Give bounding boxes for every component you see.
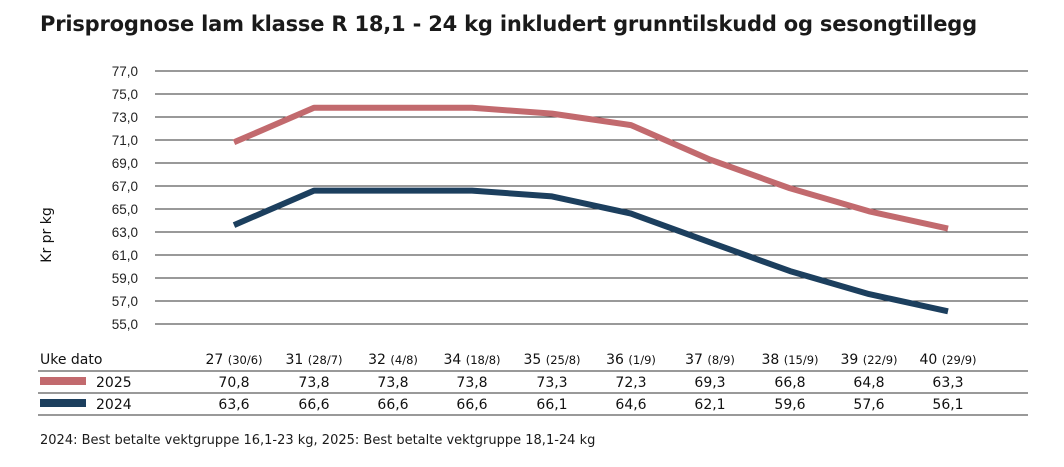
data-label: 63,3 xyxy=(932,375,963,391)
series-line-2024 xyxy=(232,187,949,315)
data-label: 73,8 xyxy=(456,375,487,391)
data-label: 66,6 xyxy=(298,397,329,413)
series-line-2025 xyxy=(232,104,949,232)
x-tick-label: 34 (18/8) xyxy=(443,352,500,368)
data-label: 70,8 xyxy=(218,375,249,391)
legend-label-2025: 2025 xyxy=(96,375,132,391)
x-tick-label: 35 (25/8) xyxy=(523,352,580,368)
y-tick-label: 77,0 xyxy=(112,64,138,79)
y-tick-label: 57,0 xyxy=(112,294,138,309)
x-tick-label: 39 (22/9) xyxy=(840,352,897,368)
y-tick-label: 61,0 xyxy=(112,248,138,263)
data-label: 57,6 xyxy=(853,397,884,413)
data-label: 62,1 xyxy=(694,397,725,413)
series-lines xyxy=(232,104,949,315)
y-tick-label: 63,0 xyxy=(112,225,138,240)
x-tick-label: 40 (29/9) xyxy=(919,352,976,368)
data-label: 66,8 xyxy=(774,375,805,391)
y-tick-label: 67,0 xyxy=(112,179,138,194)
y-tick-label: 71,0 xyxy=(112,133,138,148)
gridlines xyxy=(155,70,1028,325)
data-label: 73,8 xyxy=(298,375,329,391)
data-label: 66,6 xyxy=(456,397,487,413)
x-tick-label: 38 (15/9) xyxy=(761,352,818,368)
x-tick-label: 37 (8/9) xyxy=(685,352,735,368)
y-tick-label: 65,0 xyxy=(112,202,138,217)
x-tick-label: 36 (1/9) xyxy=(606,352,656,368)
data-label: 72,3 xyxy=(615,375,646,391)
table-header-label: Uke dato xyxy=(40,352,102,368)
x-tick-label: 27 (30/6) xyxy=(205,352,262,368)
data-label: 64,8 xyxy=(853,375,884,391)
data-label: 56,1 xyxy=(932,397,963,413)
legend-label-2024: 2024 xyxy=(96,397,132,413)
data-table: Uke dato 27 (30/6) 31 (28/7) 32 (4/8) 34 (18… xyxy=(38,352,1028,416)
footnote: 2024: Best betalte vektgruppe 16,1-23 kg… xyxy=(40,433,596,448)
x-tick-label: 31 (28/7) xyxy=(285,352,342,368)
legend-swatch-2025 xyxy=(40,377,86,385)
chart-title: Prisprognose lam klasse R 18,1 - 24 kg i… xyxy=(40,12,977,36)
legend-swatch-2024 xyxy=(40,399,86,407)
data-label: 73,8 xyxy=(377,375,408,391)
y-tick-label: 55,0 xyxy=(112,317,138,332)
data-label: 66,6 xyxy=(377,397,408,413)
x-tick-label: 32 (4/8) xyxy=(368,352,418,368)
data-label: 64,6 xyxy=(615,397,646,413)
y-tick-label: 69,0 xyxy=(112,156,138,171)
data-label: 63,6 xyxy=(218,397,249,413)
y-tick-label: 73,0 xyxy=(112,110,138,125)
data-label: 73,3 xyxy=(536,375,567,391)
y-tick-label: 75,0 xyxy=(112,87,138,102)
y-axis-ticks: 55,0 57,0 59,0 61,0 63,0 65,0 67,0 69,0 71,0 73,0… xyxy=(112,64,138,332)
data-label: 66,1 xyxy=(536,397,567,413)
data-label: 69,3 xyxy=(694,375,725,391)
y-axis-label: Kr pr kg xyxy=(39,207,55,262)
data-label: 59,6 xyxy=(774,397,805,413)
y-tick-label: 59,0 xyxy=(112,271,138,286)
